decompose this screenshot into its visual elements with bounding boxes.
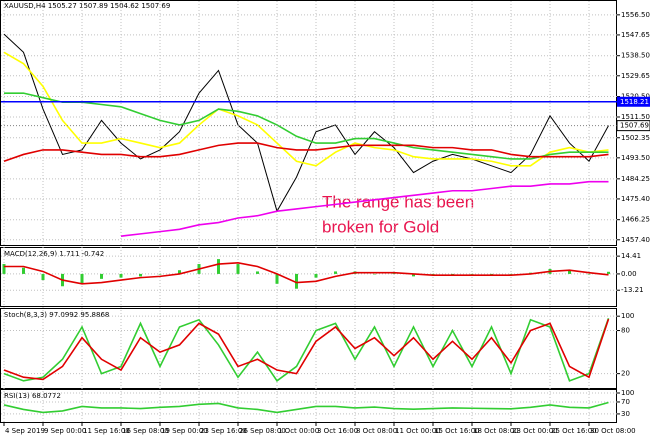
y-tick-label: 80	[621, 327, 630, 335]
y-tick-label: 14.41	[621, 252, 641, 260]
annotation: broken for Gold	[322, 217, 439, 236]
h-line-label: 1518.21	[620, 98, 649, 106]
x-tick-label: 30 Oct 08:00	[590, 427, 636, 435]
histogram-bar	[22, 267, 25, 274]
last-price-label: 1507.69	[620, 122, 649, 130]
histogram-bar	[256, 271, 259, 274]
y-tick-label: -13.21	[621, 286, 644, 294]
histogram-bar	[412, 273, 415, 277]
histogram-bar	[158, 273, 162, 275]
x-tick-label: 8 Oct 08:00	[356, 427, 397, 435]
series-line	[3, 51, 609, 167]
y-tick-label: 1457.40	[621, 236, 650, 244]
histogram-bar	[607, 271, 610, 274]
series-line	[3, 318, 610, 381]
x-tick-label: 11 Sep 16:00	[83, 427, 130, 435]
y-tick-label: 0.00	[621, 270, 637, 278]
x-tick-label: 3 Oct 16:00	[317, 427, 358, 435]
histogram-bar	[295, 273, 298, 289]
panel-frame	[0, 247, 617, 307]
histogram-bar	[373, 273, 376, 275]
histogram-bar	[178, 270, 181, 274]
histogram-bar	[139, 273, 142, 277]
histogram-bar	[2, 264, 6, 274]
annotation: The range has been	[322, 192, 474, 211]
series-line	[3, 142, 609, 163]
histogram-bar	[236, 264, 240, 274]
histogram-bar	[275, 273, 279, 284]
y-tick-label: 1520.50	[621, 93, 650, 101]
series-line	[120, 180, 609, 237]
x-tick-label: 1 Oct 00:00	[278, 427, 319, 435]
x-tick-label: 25 Oct 16:00	[551, 427, 597, 435]
y-tick-label: 1511.50	[621, 113, 650, 121]
x-tick-label: 9 Sep 00:00	[44, 427, 86, 435]
x-tick-label: 23 Sep 16:00	[200, 427, 247, 435]
y-tick-label: 30	[621, 410, 630, 418]
panel-frame	[0, 389, 617, 423]
histogram-bar	[509, 273, 513, 275]
histogram-bar	[314, 273, 318, 278]
histogram-bar	[100, 273, 103, 279]
x-tick-label: 26 Sep 08:00	[239, 427, 286, 435]
y-tick-label: 20	[621, 370, 630, 378]
series-line	[4, 92, 609, 160]
histogram-bar	[217, 259, 220, 274]
histogram-bar	[568, 270, 571, 274]
y-tick-label: 70	[621, 398, 630, 406]
last-price-bg	[616, 120, 650, 132]
series-line	[3, 401, 609, 414]
panel-title: RSI(13) 68.0772	[4, 392, 61, 400]
x-tick-label: 15 Oct 16:00	[434, 427, 480, 435]
y-tick-label: 100	[621, 389, 634, 397]
x-tick-label: 16 Sep 08:00	[122, 427, 169, 435]
series-line	[3, 317, 610, 382]
y-tick-label: 1502.35	[621, 134, 650, 142]
x-tick-label: 23 Oct 00:00	[512, 427, 558, 435]
y-tick-label: 1466.25	[621, 216, 650, 224]
panel-title: MACD(12,26,9) 1.711 -0.742	[4, 250, 104, 258]
panel-frame	[0, 0, 617, 246]
histogram-bar	[119, 273, 123, 278]
series-line	[3, 33, 609, 213]
y-tick-label: 1529.65	[621, 72, 650, 80]
x-tick-label: 11 Oct 00:00	[395, 427, 441, 435]
x-tick-label: 19 Sep 00:00	[161, 427, 208, 435]
y-tick-label: 1547.65	[621, 31, 650, 39]
x-tick-label: 4 Sep 2019	[5, 427, 45, 435]
histogram-bar	[80, 273, 84, 284]
panel-frame	[0, 308, 617, 389]
y-tick-label: 1475.40	[621, 195, 650, 203]
histogram-bar	[470, 273, 474, 275]
histogram-bar	[41, 273, 45, 281]
h-line-label-bg	[617, 96, 650, 107]
series-line	[4, 262, 609, 285]
y-tick-label: 100	[621, 312, 634, 320]
x-tick-label: 18 Oct 08:00	[473, 427, 519, 435]
y-tick-label: 1493.50	[621, 154, 650, 162]
panel-title: Stoch(8,3,3) 97.0992 95.8868	[4, 311, 109, 319]
y-tick-label: 1538.50	[621, 52, 650, 60]
histogram-bar	[587, 273, 591, 275]
histogram-bar	[334, 271, 337, 274]
y-tick-label: 1484.25	[621, 175, 650, 183]
chart-title: XAUUSD,H4 1505.27 1507.89 1504.62 1507.6…	[4, 2, 170, 10]
y-tick-label: 1556.50	[621, 11, 650, 19]
